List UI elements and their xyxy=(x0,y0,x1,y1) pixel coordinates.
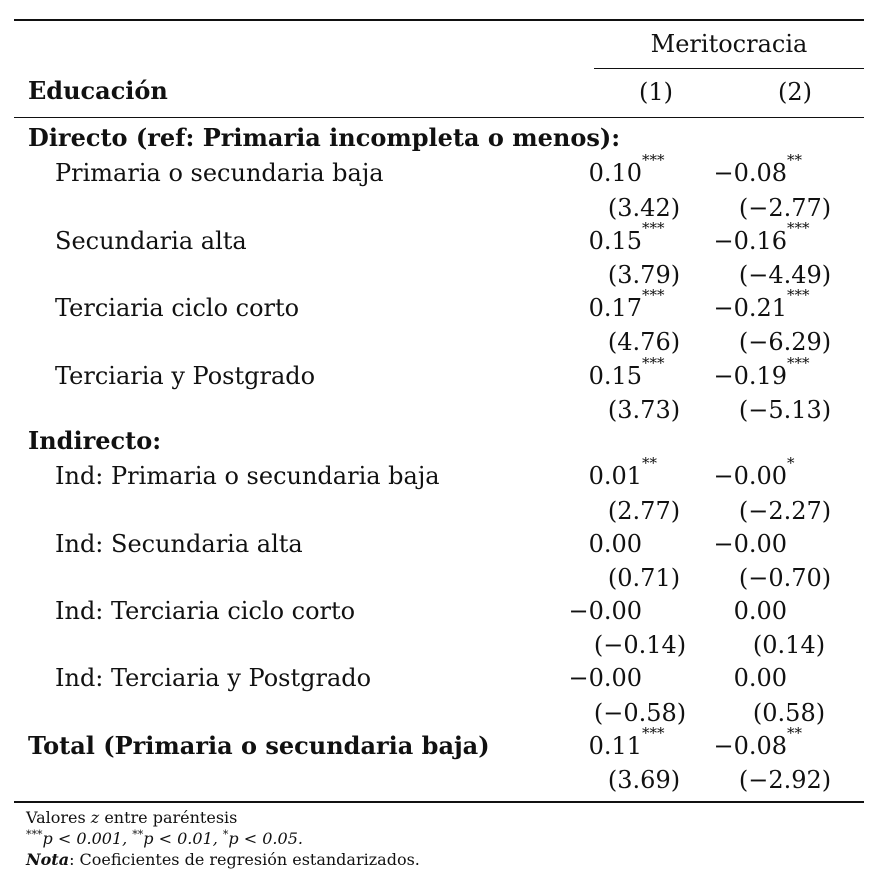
z-value: (−5.13) xyxy=(738,396,832,424)
z-value: (−6.29) xyxy=(738,328,832,356)
header-rule xyxy=(14,117,864,118)
coefficient: 0.01 xyxy=(588,462,642,490)
z-value: (0.58) xyxy=(752,699,826,727)
z-value: (−2.92) xyxy=(738,766,832,794)
z-value: (4.76) xyxy=(607,328,681,356)
coefficient: −0.00 xyxy=(568,664,642,692)
note-nota: Nota: Coeficientes de regresión estandar… xyxy=(26,850,420,869)
coefficient: 0.00 xyxy=(733,664,787,692)
column-header-2: (2) xyxy=(778,78,812,106)
significance-stars: *** xyxy=(642,354,665,372)
coefficient: −0.19 xyxy=(713,362,787,390)
top-rule xyxy=(14,19,864,21)
row-label: Ind: Secundaria alta xyxy=(55,530,303,558)
coefficient: 0.15 xyxy=(588,362,642,390)
coefficient: 0.17 xyxy=(588,294,642,322)
significance-stars: *** xyxy=(642,724,665,742)
z-value: (−2.27) xyxy=(738,497,832,525)
coefficient: −0.16 xyxy=(713,227,787,255)
section-title-directo: Directo (ref: Primaria incompleta o meno… xyxy=(28,123,621,152)
z-value: (0.71) xyxy=(607,564,681,592)
row-label: Primaria o secundaria baja xyxy=(55,159,384,187)
z-value: (−4.49) xyxy=(738,261,832,289)
coefficient: −0.00 xyxy=(713,462,787,490)
z-value: (3.79) xyxy=(607,261,681,289)
note-significance: ***p < 0.001, **p < 0.01, *p < 0.05. xyxy=(26,828,303,848)
row-label: Ind: Terciaria y Postgrado xyxy=(55,664,372,692)
row-label: Total (Primaria o secundaria baja) xyxy=(28,731,490,760)
row-label: Terciaria y Postgrado xyxy=(55,362,316,390)
significance-stars: *** xyxy=(642,151,665,169)
significance-stars: *** xyxy=(787,354,810,372)
significance-stars: *** xyxy=(642,286,665,304)
row-label: Ind: Terciaria ciclo corto xyxy=(55,597,356,625)
coefficient: −0.00 xyxy=(713,530,787,558)
significance-stars: ** xyxy=(642,454,657,472)
coefficient: −0.08 xyxy=(713,159,787,187)
z-value: (2.77) xyxy=(607,497,681,525)
z-value: (3.69) xyxy=(607,766,681,794)
bottom-rule xyxy=(14,801,864,803)
coefficient: 0.00 xyxy=(588,530,642,558)
z-value: (0.14) xyxy=(752,631,826,659)
row-label: Terciaria ciclo corto xyxy=(55,294,300,322)
coefficient: 0.00 xyxy=(733,597,787,625)
row-label: Secundaria alta xyxy=(55,227,247,255)
row-label: Ind: Primaria o secundaria baja xyxy=(55,462,440,490)
z-value: (3.73) xyxy=(607,396,681,424)
column-header-1: (1) xyxy=(639,78,673,106)
coefficient: 0.15 xyxy=(588,227,642,255)
row-label-header: Educación xyxy=(28,76,168,105)
significance-stars: ** xyxy=(787,151,802,169)
coefficient: −0.08 xyxy=(713,732,787,760)
section-title-indirecto: Indirecto: xyxy=(28,426,162,455)
z-value: (−0.70) xyxy=(738,564,832,592)
significance-stars: ** xyxy=(787,724,802,742)
significance-stars: *** xyxy=(787,219,810,237)
coefficient: 0.10 xyxy=(588,159,642,187)
z-value: (3.42) xyxy=(607,194,681,222)
significance-stars: *** xyxy=(642,219,665,237)
coefficient: −0.00 xyxy=(568,597,642,625)
column-group-rule xyxy=(594,68,864,69)
note-z-values: Valores z entre paréntesis xyxy=(26,808,238,827)
significance-stars: * xyxy=(787,454,795,472)
column-group-header: Meritocracia xyxy=(650,30,808,58)
coefficient: −0.21 xyxy=(713,294,787,322)
z-value: (−0.14) xyxy=(593,631,687,659)
z-value: (−2.77) xyxy=(738,194,832,222)
coefficient: 0.11 xyxy=(588,732,642,760)
significance-stars: *** xyxy=(787,286,810,304)
z-value: (−0.58) xyxy=(593,699,687,727)
